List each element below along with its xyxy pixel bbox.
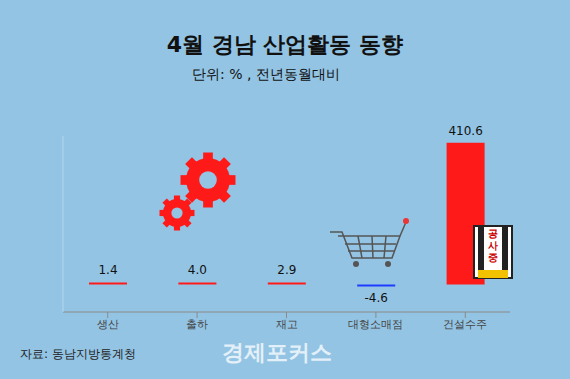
html-text:공사중: 공사중	[488, 228, 498, 263]
html-text:경제포커스: 경제포커스	[222, 340, 332, 365]
html-text:4월 경남 산업활동 동향: 4월 경남 산업활동 동향	[166, 32, 404, 57]
svg-text:410.6: 410.6	[448, 124, 482, 138]
svg-text:대형소매점: 대형소매점	[348, 318, 403, 331]
svg-text:출하: 출하	[186, 318, 208, 331]
html-text:자료: 동남지방통계청: 자료: 동남지방통계청	[20, 347, 136, 361]
svg-text:재고: 재고	[276, 318, 298, 331]
svg-text:4.0: 4.0	[188, 263, 207, 277]
svg-text:생산: 생산	[97, 318, 119, 331]
svg-text:2.9: 2.9	[277, 263, 296, 277]
html-text:단위: % , 전년동월대비: 단위: % , 전년동월대비	[192, 66, 340, 82]
svg-text:건설수주: 건설수주	[443, 318, 487, 331]
svg-text:1.4: 1.4	[98, 263, 117, 277]
svg-text:-4.6: -4.6	[364, 291, 387, 305]
